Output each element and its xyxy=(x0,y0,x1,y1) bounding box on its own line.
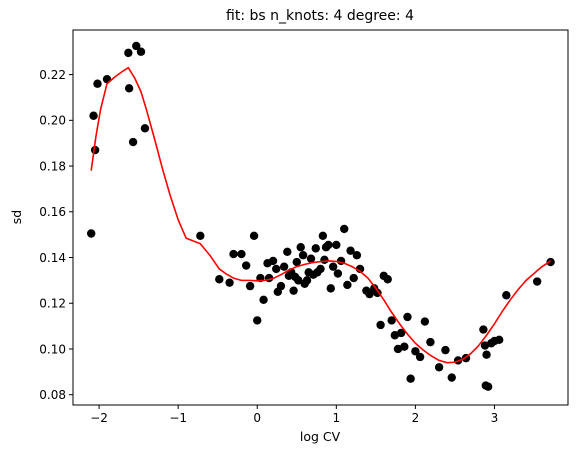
data-point xyxy=(237,249,246,259)
data-point xyxy=(86,229,96,238)
x-tick-label: 3 xyxy=(491,411,499,425)
data-point xyxy=(393,344,403,354)
data-point xyxy=(328,262,338,271)
data-point xyxy=(434,363,444,372)
data-point xyxy=(411,347,420,356)
data-point xyxy=(302,276,312,285)
data-point xyxy=(225,278,234,287)
data-point xyxy=(546,257,555,267)
data-point xyxy=(403,312,412,322)
data-point xyxy=(215,275,224,284)
data-point xyxy=(355,264,365,274)
data-point xyxy=(406,374,415,383)
data-point xyxy=(268,256,278,266)
data-point xyxy=(400,342,409,351)
data-point xyxy=(132,41,141,51)
data-point xyxy=(495,335,504,345)
data-point xyxy=(253,316,262,325)
data-point xyxy=(383,275,392,284)
data-point xyxy=(387,316,396,325)
data-point xyxy=(128,137,138,147)
y-tick-label: 0.22 xyxy=(39,68,66,82)
data-point xyxy=(320,255,329,264)
y-tick-label: 0.12 xyxy=(39,297,66,311)
data-point xyxy=(124,48,133,58)
data-point xyxy=(229,249,238,259)
data-point xyxy=(296,243,305,252)
data-point xyxy=(289,286,298,295)
data-point xyxy=(93,79,102,88)
data-point xyxy=(482,350,491,359)
data-point xyxy=(272,264,281,274)
plot-area xyxy=(86,41,555,391)
data-point xyxy=(259,295,268,305)
data-point xyxy=(292,257,301,267)
data-point xyxy=(396,328,406,338)
y-axis-ticks: 0.08 0.10 0.12 0.14 0.16 0.18 0.20 0.22 xyxy=(39,68,73,402)
data-point xyxy=(279,262,289,271)
data-point xyxy=(311,244,320,253)
data-point xyxy=(318,231,328,240)
data-point xyxy=(276,281,286,291)
x-tick-label: 0 xyxy=(253,411,261,425)
data-point xyxy=(136,47,146,56)
data-point xyxy=(346,246,355,255)
data-point xyxy=(420,317,430,326)
x-tick-label: 1 xyxy=(332,411,340,425)
y-axis-label: sd xyxy=(9,210,24,224)
data-point xyxy=(340,224,349,234)
data-point xyxy=(306,254,316,263)
data-point xyxy=(502,291,511,300)
data-point xyxy=(333,269,343,278)
y-tick-label: 0.16 xyxy=(39,205,66,219)
data-point xyxy=(447,373,456,382)
data-point xyxy=(89,111,98,120)
x-axis-label: log CV xyxy=(300,429,341,444)
x-tick-label: −1 xyxy=(169,411,187,425)
data-point xyxy=(480,341,490,350)
x-axis-ticks: −2 −1 0 1 2 3 xyxy=(90,405,498,425)
data-point xyxy=(283,247,292,256)
data-point xyxy=(196,231,205,240)
data-point xyxy=(326,284,335,293)
y-tick-label: 0.10 xyxy=(39,342,66,356)
data-point xyxy=(483,382,493,391)
x-tick-label: 2 xyxy=(412,411,420,425)
chart-title: fit: bs n_knots: 4 degree: 4 xyxy=(226,8,414,24)
data-point xyxy=(390,331,400,340)
y-tick-label: 0.08 xyxy=(39,388,66,402)
data-point xyxy=(532,277,542,286)
data-point xyxy=(332,240,341,250)
fit-line xyxy=(90,66,552,364)
data-point xyxy=(479,325,488,334)
y-tick-label: 0.18 xyxy=(39,159,66,173)
x-tick-label: −2 xyxy=(90,411,108,425)
data-point xyxy=(249,231,259,240)
data-point xyxy=(343,280,352,290)
data-point xyxy=(352,251,362,260)
data-point xyxy=(241,261,251,270)
data-point xyxy=(294,276,303,285)
data-point xyxy=(376,320,385,330)
data-point xyxy=(245,281,255,291)
y-tick-label: 0.14 xyxy=(39,251,66,265)
data-point xyxy=(140,124,150,133)
data-point xyxy=(349,273,358,283)
axes-frame xyxy=(72,29,569,406)
data-point xyxy=(324,240,333,250)
data-point xyxy=(441,345,450,355)
data-point xyxy=(316,264,325,274)
data-point xyxy=(426,337,435,347)
data-point xyxy=(365,289,374,299)
data-point xyxy=(124,84,134,93)
data-point xyxy=(298,251,308,260)
y-tick-label: 0.20 xyxy=(39,114,66,128)
data-point xyxy=(415,352,425,362)
